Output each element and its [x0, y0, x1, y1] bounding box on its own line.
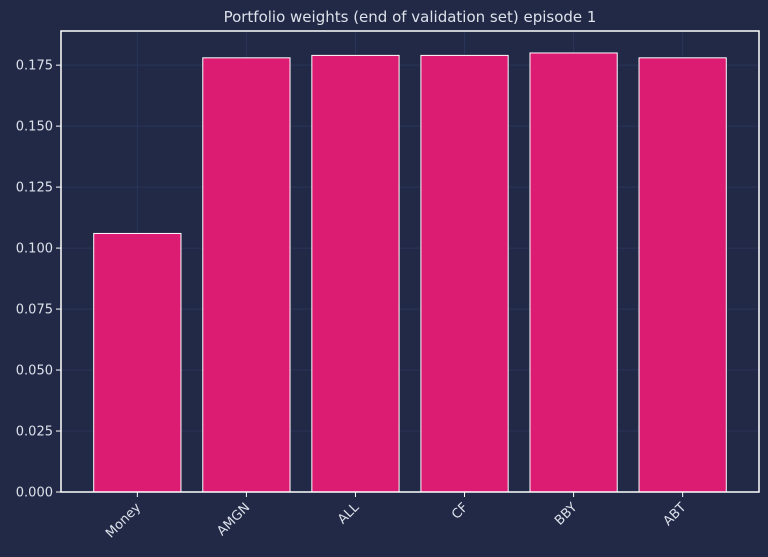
y-tick-label: 0.000	[16, 486, 53, 501]
y-tick-label: 0.175	[16, 59, 53, 74]
bar-abt	[638, 57, 727, 493]
plot-frame	[60, 30, 760, 493]
bar-amgn	[202, 57, 291, 493]
y-tick-label: 0.100	[16, 242, 53, 257]
bar-cf	[420, 54, 509, 493]
bar-money	[93, 232, 182, 493]
bar-bby	[529, 52, 618, 493]
y-axis-ticks: 0.000 0.025 0.050 0.075 0.100 0.125 0.150 0.175	[16, 59, 61, 501]
y-tick-label: 0.025	[16, 425, 53, 440]
y-tick-label: 0.125	[16, 181, 53, 196]
bars	[93, 52, 727, 493]
y-tick-label: 0.050	[16, 364, 53, 379]
y-tick-label: 0.075	[16, 303, 53, 318]
y-tick-label: 0.150	[16, 120, 53, 135]
chart-title: Portfolio weights (end of validation set…	[224, 8, 597, 26]
bar-all	[311, 54, 400, 493]
